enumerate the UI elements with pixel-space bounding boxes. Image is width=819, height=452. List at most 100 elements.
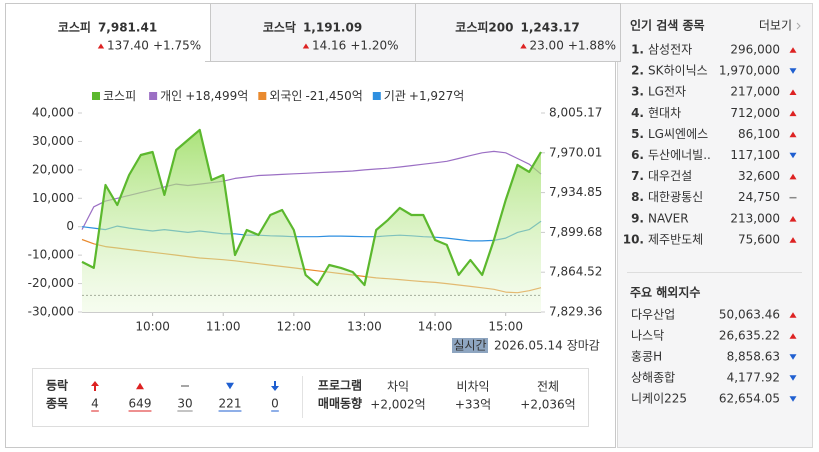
tab-rate: +1.75% — [153, 39, 201, 53]
tab-bg[interactable] — [415, 3, 621, 62]
y-tick-label: 0 — [66, 219, 74, 233]
rank: 8. — [631, 190, 644, 204]
legend-swatch[interactable] — [372, 92, 381, 100]
program-label: 비차익 — [456, 380, 489, 394]
popular-title: 인기 검색 종목 — [630, 18, 705, 33]
tab-name[interactable]: 코스피200 — [455, 20, 513, 35]
x-tick-label: 12:00 — [277, 320, 312, 334]
stock-price: 75,600 — [738, 232, 780, 246]
program-title: 프로그램 — [318, 378, 362, 393]
stock-name[interactable]: 대우건설 — [648, 169, 692, 183]
index-direction — [789, 375, 797, 381]
legend-swatch[interactable] — [258, 92, 267, 100]
program-value: +2,036억 — [520, 398, 575, 412]
stock-price: 24,750 — [738, 190, 780, 204]
program-value: +33억 — [455, 398, 491, 412]
y2-tick-label: 7,864.52 — [549, 265, 602, 279]
status-badge-bg — [452, 338, 488, 353]
rank: 4. — [631, 106, 644, 120]
stock-name[interactable]: 삼성전자 — [648, 43, 692, 57]
stock-price: 712,000 — [730, 106, 780, 120]
tab-name[interactable]: 코스피 — [58, 20, 91, 35]
stock-direction — [789, 68, 797, 74]
y2-tick-label: 7,934.85 — [549, 185, 602, 199]
breadth-value[interactable]: 30 — [177, 397, 192, 411]
index-value: 26,635.22 — [719, 329, 780, 343]
stock-name[interactable]: 현대차 — [648, 106, 681, 120]
rank: 7. — [631, 169, 644, 183]
legend-value: +1,927억 — [409, 89, 464, 103]
legend-name[interactable]: 기관 — [384, 89, 406, 103]
tab-bg[interactable] — [210, 3, 416, 62]
x-tick-label: 14:00 — [418, 320, 453, 334]
y2-tick-label: 7,899.68 — [549, 225, 602, 239]
y2-tick-label: 8,005.17 — [549, 106, 602, 120]
index-name[interactable]: 상해종합 — [631, 371, 675, 385]
stock-direction — [789, 89, 797, 95]
stock-name[interactable]: 두산에너빌.. — [648, 148, 711, 162]
status-state: 장마감 — [567, 339, 600, 353]
legend-value: -21,450억 — [305, 89, 362, 103]
breadth-icon — [136, 382, 144, 390]
stock-name[interactable]: 대한광통신 — [648, 190, 703, 204]
index-value: 50,063.46 — [719, 308, 780, 322]
stock-name[interactable]: 제주반도체 — [648, 232, 703, 246]
y-tick-label: -30,000 — [28, 305, 74, 319]
index-value: 4,177.92 — [727, 371, 780, 385]
stock-price: 217,000 — [730, 85, 780, 99]
index-name[interactable]: 다우산업 — [631, 308, 675, 322]
stock-direction — [789, 152, 797, 159]
legend-swatch[interactable] — [92, 92, 100, 100]
index-direction — [789, 333, 797, 339]
stock-price: 1,970,000 — [719, 64, 780, 78]
stock-direction — [789, 237, 797, 243]
tab-change-icon — [302, 43, 310, 49]
rank: 5. — [631, 127, 644, 141]
rank: 3. — [631, 85, 644, 99]
x-tick-label: 11:00 — [206, 320, 241, 334]
tab-change-icon — [520, 43, 527, 49]
index-value: 8,858.63 — [727, 350, 780, 364]
stats-box — [32, 368, 589, 427]
tab-value[interactable]: 1,191.09 — [303, 21, 362, 35]
x-tick-label: 13:00 — [347, 320, 382, 334]
stock-price: 32,600 — [738, 169, 780, 183]
index-name[interactable]: 니케이225 — [631, 392, 687, 406]
program-value: +2,002억 — [370, 398, 425, 412]
index-name[interactable]: 나스닥 — [631, 329, 664, 343]
stock-name[interactable]: SK하이닉스 — [648, 64, 708, 78]
legend-name[interactable]: 개인 — [160, 89, 182, 103]
more-icon — [796, 22, 801, 30]
stock-name[interactable]: NAVER — [648, 211, 689, 225]
legend-swatch[interactable] — [149, 92, 158, 100]
stock-price: 296,000 — [730, 43, 780, 57]
tab-name[interactable]: 코스닥 — [263, 20, 296, 35]
tab-value[interactable]: 1,243.17 — [520, 21, 579, 35]
breadth-value[interactable]: 0 — [271, 397, 279, 411]
legend-name[interactable]: 외국인 — [269, 89, 302, 103]
index-name[interactable]: 홍콩H — [631, 350, 662, 364]
stock-name[interactable]: LG전자 — [648, 85, 686, 99]
breadth-value[interactable]: 221 — [219, 397, 242, 411]
program-title: 매매동향 — [318, 396, 362, 411]
index-direction — [789, 354, 797, 360]
more-link[interactable]: 더보기 — [759, 19, 792, 33]
stock-direction — [789, 216, 797, 222]
y-tick-label: 40,000 — [32, 106, 74, 120]
legend-name[interactable]: 코스피 — [103, 89, 136, 103]
rank: 10. — [623, 232, 644, 246]
y-tick-label: 30,000 — [32, 134, 74, 148]
rank: 9. — [631, 211, 644, 225]
program-label: 차익 — [387, 380, 409, 394]
tab-change: 23.00 — [529, 39, 563, 53]
y2-tick-label: 7,970.01 — [549, 145, 602, 159]
stock-name[interactable]: LG씨엔에스 — [648, 127, 708, 141]
index-direction — [789, 396, 797, 402]
breadth-value[interactable]: 649 — [129, 397, 152, 411]
rank: 6. — [631, 148, 644, 162]
tab-value[interactable]: 7,981.41 — [98, 21, 157, 35]
breadth-value[interactable]: 4 — [91, 397, 99, 411]
tab-change: 14.16 — [312, 39, 346, 53]
rank: 2. — [631, 64, 644, 78]
